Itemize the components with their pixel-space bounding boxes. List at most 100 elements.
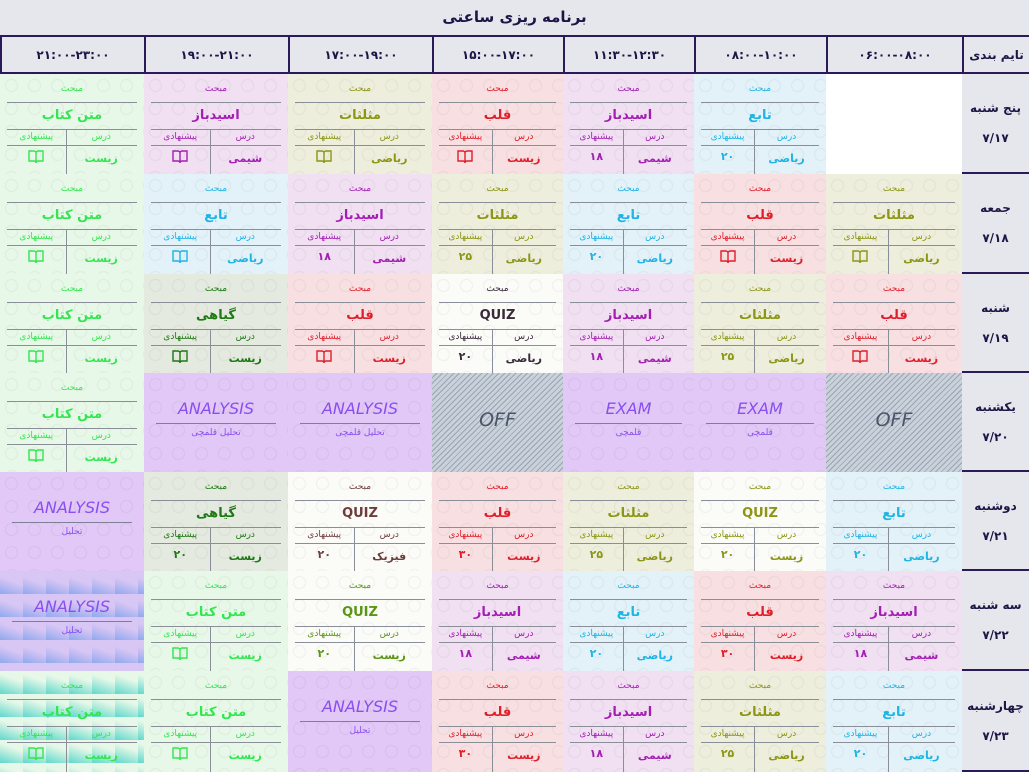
lesson-slot[interactable]: مبحث اسیدباز درس پیشنهادی شیمی ۱۸	[826, 571, 962, 671]
header-time-6: ۲۱:۰۰-۲۳:۰۰	[0, 35, 144, 74]
lesson-slot[interactable]: مبحث QUIZ درس پیشنهادی زیست ۲۰	[288, 571, 432, 671]
lesson-slot[interactable]: مبحث متن کتاب درس پیشنهادی زیست	[144, 671, 288, 772]
lesson-slot[interactable]: مبحث مثلثات درس پیشنهادی ریاضی ۲۵	[694, 671, 826, 772]
topic-value: قلب	[483, 108, 512, 123]
suggest-value: ۲۵	[720, 350, 735, 363]
lesson-label: درس	[911, 629, 932, 639]
exam-slot[interactable]: ANALYSIS تحلیل قلمچی	[144, 373, 288, 472]
lesson-slot[interactable]: مبحث اسیدباز درس پیشنهادی شیمی ۱۸	[563, 74, 694, 174]
topic-label: مبحث	[204, 284, 228, 294]
topic-label: مبحث	[348, 284, 372, 294]
book-icon	[28, 150, 44, 164]
lesson-slot[interactable]: مبحث قلب درس پیشنهادی زیست ۳۰	[432, 472, 563, 571]
topic-label: مبحث	[882, 482, 906, 492]
lesson-value: ریاضی	[505, 252, 542, 265]
exam-slot[interactable]: ANALYSIS تحلیل	[0, 472, 144, 571]
lesson-slot[interactable]: مبحث قلب درس پیشنهادی زیست	[288, 274, 432, 373]
lesson-slot[interactable]: مبحث اسیدباز درس پیشنهادی شیمی ۱۸	[288, 174, 432, 274]
topic-label: مبحث	[748, 581, 772, 591]
suggest-cell: ۲۵	[701, 350, 754, 363]
suggest-label: پیشنهادی	[579, 530, 614, 540]
lesson-slot[interactable]: مبحث مثلثات درس پیشنهادی ریاضی ۲۵	[694, 274, 826, 373]
lesson-slot[interactable]: مبحث متن کتاب درس پیشنهادی زیست	[0, 274, 144, 373]
suggest-label: پیشنهادی	[448, 332, 483, 342]
lesson-slot[interactable]: مبحث متن کتاب درس پیشنهادی زیست	[0, 74, 144, 174]
lesson-slot[interactable]: مبحث مثلثات درس پیشنهادی ریاضی	[288, 74, 432, 174]
lesson-slot[interactable]: مبحث تابع درس پیشنهادی ریاضی ۲۰	[694, 74, 826, 174]
lesson-slot[interactable]: مبحث متن کتاب درس پیشنهادی زیست	[0, 373, 144, 472]
exam-slot[interactable]: EXAM قلمچی	[563, 373, 694, 472]
lesson-slot[interactable]: مبحث قلب درس پیشنهادی زیست ۳۰	[432, 671, 563, 772]
lesson-slot[interactable]: مبحث متن کتاب درس پیشنهادی زیست	[0, 671, 144, 772]
topic-label: مبحث	[348, 581, 372, 591]
header-time-2: ۱۱:۳۰-۱۲:۳۰	[563, 35, 694, 74]
lesson-slot[interactable]: مبحث QUIZ درس پیشنهادی زیست ۲۰	[694, 472, 826, 571]
suggest-value: ۱۸	[589, 150, 604, 163]
lesson-slot[interactable]: مبحث QUIZ درس پیشنهادی فیزیک ۲۰	[288, 472, 432, 571]
suggest-cell	[833, 250, 888, 264]
day-name: چهارشنبه	[967, 698, 1024, 713]
lesson-slot[interactable]: مبحث مثلثات درس پیشنهادی ریاضی	[826, 174, 962, 274]
exam-slot[interactable]: ANALYSIS تحلیل	[288, 671, 432, 772]
off-slot[interactable]: OFF	[432, 373, 563, 472]
lesson-slot[interactable]: مبحث اسیدباز درس پیشنهادی شیمی ۱۸	[563, 671, 694, 772]
lesson-value: ریاضی	[371, 152, 408, 165]
lesson-slot[interactable]: مبحث تابع درس پیشنهادی ریاضی ۲۰	[563, 571, 694, 671]
off-slot[interactable]: OFF	[826, 373, 962, 472]
lesson-slot[interactable]: مبحث تابع درس پیشنهادی ریاضی ۲۰	[563, 174, 694, 274]
lesson-label: درس	[911, 530, 932, 540]
lesson-slot[interactable]: مبحث قلب درس پیشنهادی زیست ۳۰	[694, 571, 826, 671]
suggest-label: پیشنهادی	[19, 132, 54, 142]
exam-slot[interactable]: ANALYSIS تحلیل قلمچی	[288, 373, 432, 472]
lesson-value: ریاضی	[903, 749, 940, 762]
suggest-value: ۲۰	[720, 150, 735, 163]
lesson-slot[interactable]: مبحث متن کتاب درس پیشنهادی زیست	[0, 174, 144, 274]
lesson-label: درس	[645, 729, 665, 739]
suggest-value: ۲۵	[589, 548, 604, 561]
lesson-slot[interactable]: مبحث قلب درس پیشنهادی زیست	[432, 74, 563, 174]
topic-label: مبحث	[204, 581, 228, 591]
suggest-cell	[295, 350, 354, 364]
suggest-value: ۱۸	[589, 747, 604, 760]
suggest-value: ۲۰	[173, 548, 187, 561]
topic-label: مبحث	[486, 482, 509, 492]
suggest-label: پیشنهادی	[843, 629, 878, 639]
suggest-cell	[151, 747, 210, 761]
lesson-slot[interactable]: مبحث مثلثات درس پیشنهادی ریاضی ۲۵	[563, 472, 694, 571]
topic-value: QUIZ	[479, 308, 516, 323]
exam-slot[interactable]: EXAM قلمچی	[694, 373, 826, 472]
suggest-cell	[7, 449, 66, 463]
topic-label: مبحث	[617, 284, 640, 294]
lesson-slot[interactable]: مبحث تابع درس پیشنهادی ریاضی ۲۰	[826, 472, 962, 571]
lesson-slot[interactable]: مبحث تابع درس پیشنهادی ریاضی ۲۰	[826, 671, 962, 772]
topic-label: مبحث	[60, 184, 84, 194]
lesson-slot[interactable]: مبحث اسیدباز درس پیشنهادی شیمی	[144, 74, 288, 174]
topic-label: مبحث	[348, 84, 372, 94]
topic-label: مبحث	[204, 681, 228, 691]
lesson-slot[interactable]: مبحث مثلثات درس پیشنهادی ریاضی ۲۵	[432, 174, 563, 274]
suggest-value: ۱۸	[853, 647, 868, 660]
lesson-slot[interactable]: مبحث متن کتاب درس پیشنهادی زیست	[144, 571, 288, 671]
lesson-slot[interactable]: مبحث اسیدباز درس پیشنهادی شیمی ۱۸	[563, 274, 694, 373]
exam-title: ANALYSIS	[33, 597, 111, 616]
lesson-slot[interactable]: مبحث QUIZ درس پیشنهادی ریاضی ۲۰	[432, 274, 563, 373]
lesson-value: زیست	[372, 649, 406, 662]
lesson-slot[interactable]: مبحث تابع درس پیشنهادی ریاضی	[144, 174, 288, 274]
lesson-label: درس	[645, 629, 665, 639]
lesson-slot[interactable]: مبحث گیاهی درس پیشنهادی زیست	[144, 274, 288, 373]
day-date: ۷/۱۹	[982, 330, 1009, 345]
suggest-cell: ۲۰	[295, 548, 354, 561]
exam-slot[interactable]: ANALYSIS تحلیل	[0, 571, 144, 671]
suggest-label: پیشنهادی	[163, 729, 198, 739]
lesson-slot[interactable]: مبحث اسیدباز درس پیشنهادی شیمی ۱۸	[432, 571, 563, 671]
suggest-label: پیشنهادی	[163, 629, 198, 639]
topic-label: مبحث	[486, 284, 509, 294]
lesson-slot[interactable]: مبحث قلب درس پیشنهادی زیست	[826, 274, 962, 373]
suggest-value: ۳۰	[720, 647, 735, 660]
suggest-cell: ۲۰	[833, 548, 888, 561]
lesson-slot[interactable]: مبحث قلب درس پیشنهادی زیست	[694, 174, 826, 274]
empty-slot[interactable]	[826, 74, 962, 174]
suggest-cell: ۲۰	[570, 647, 623, 660]
topic-value: تابع	[204, 208, 228, 223]
lesson-slot[interactable]: مبحث گیاهی درس پیشنهادی زیست ۲۰	[144, 472, 288, 571]
